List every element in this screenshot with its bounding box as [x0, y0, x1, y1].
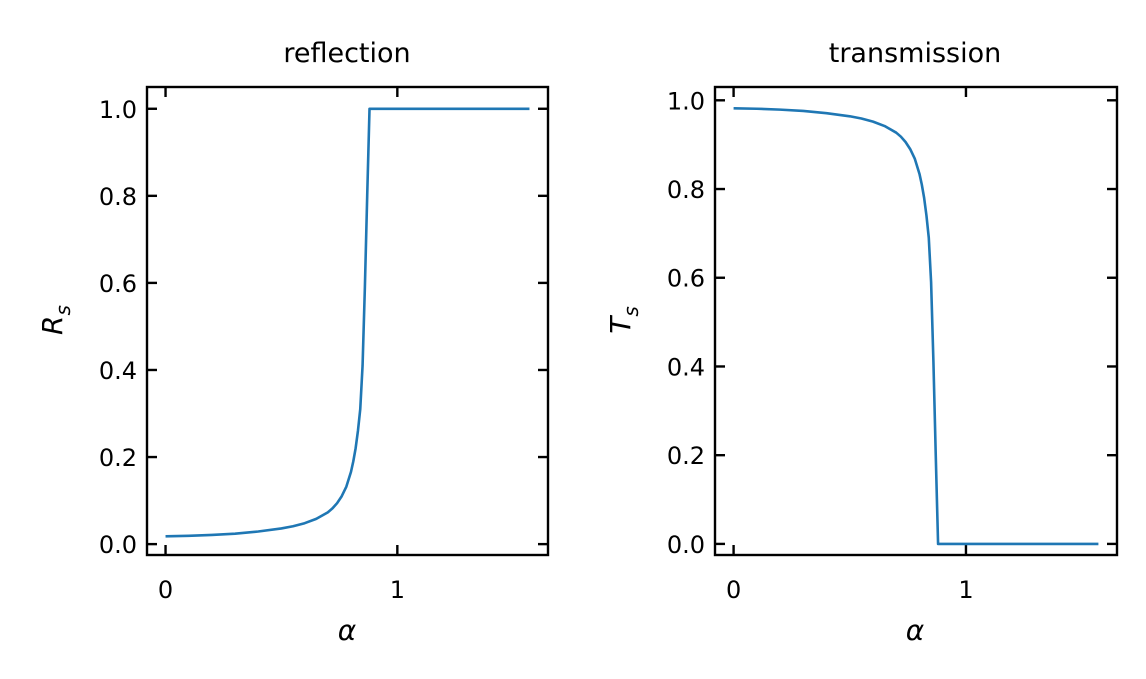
transmission-y-tick-label: 0.4 [667, 353, 705, 381]
transmission-y-axis-subscript: s [619, 306, 643, 316]
transmission-y-tick-label: 0.8 [667, 176, 705, 204]
transmission-plot-area [733, 106, 1099, 546]
transmission-axes-frame [713, 85, 1119, 557]
transmission-y-tick-label: 0.6 [667, 265, 705, 293]
reflection-panel: reflection 0.0 0.2 0.4 0.6 0.8 1.0 0 1 α Rs [36, 38, 550, 647]
transmission-y-axis-symbol: T [604, 315, 637, 334]
reflection-series-line [165, 107, 530, 538]
transmission-x-tick-label: 0 [726, 576, 741, 604]
transmission-panel: transmission 0.0 0.2 0.4 0.6 0.8 1.0 0 1 α Ts [604, 38, 1119, 647]
reflection-y-tick-label: 1.0 [99, 96, 137, 124]
transmission-series-line [733, 106, 1099, 546]
transmission-y-tick-label: 1.0 [667, 87, 705, 115]
reflection-title: reflection [283, 38, 410, 69]
reflection-y-axis-label: Rs [36, 305, 75, 335]
reflection-x-axis-label: α [338, 614, 357, 647]
reflection-x-tick-label: 0 [158, 576, 173, 604]
reflection-y-axis-subscript: s [51, 305, 75, 315]
reflection-y-tick-label: 0.8 [99, 183, 137, 211]
transmission-y-tick-label: 0.2 [667, 442, 705, 470]
transmission-y-axis-label: Ts [604, 306, 643, 334]
transmission-y-tick-label: 0.0 [667, 531, 705, 559]
reflection-axes-frame [145, 85, 550, 557]
transmission-x-tick-label: 1 [958, 576, 973, 604]
transmission-title: transmission [829, 38, 1001, 69]
reflection-plot-area [165, 107, 530, 538]
reflection-y-tick-label: 0.4 [99, 357, 137, 385]
reflection-y-axis-symbol: R [36, 315, 69, 334]
reflection-x-tick-label: 1 [390, 576, 405, 604]
transmission-ticks: 0.0 0.2 0.4 0.6 0.8 1.0 0 1 [667, 87, 1117, 604]
transmission-x-axis-label: α [906, 614, 925, 647]
reflection-y-tick-label: 0.6 [99, 270, 137, 298]
reflection-ticks: 0.0 0.2 0.4 0.6 0.8 1.0 0 1 [99, 87, 548, 604]
reflection-y-tick-label: 0.2 [99, 444, 137, 472]
reflection-y-tick-label: 0.0 [99, 531, 137, 559]
